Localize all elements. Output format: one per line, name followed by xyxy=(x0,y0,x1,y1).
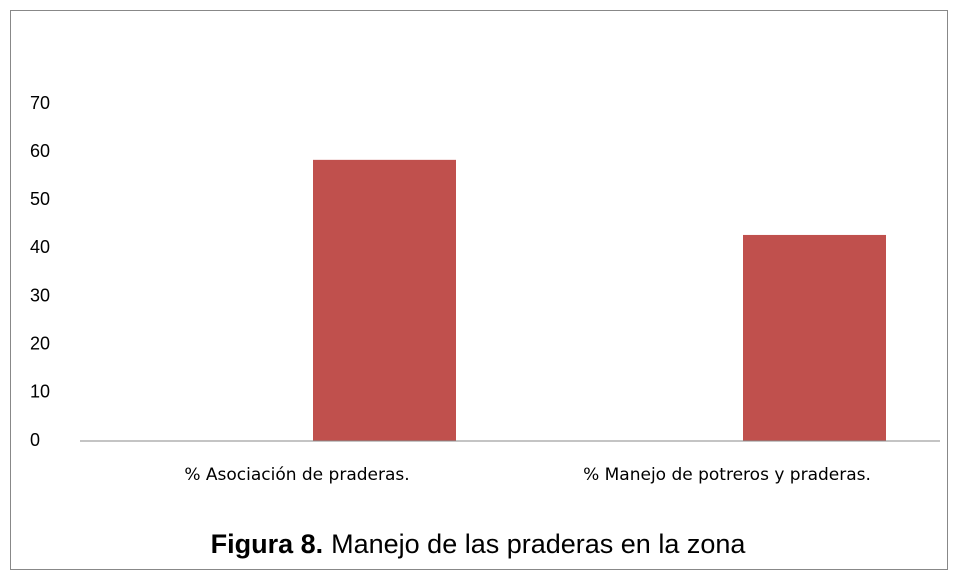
x-tick-label: % Manejo de potreros y praderas. xyxy=(583,465,871,485)
x-tick-label: % Asociación de praderas. xyxy=(184,465,409,485)
y-tick-label: 0 xyxy=(30,430,40,450)
caption: Figura 8. Manejo de las praderas en la zo… xyxy=(211,529,747,559)
bar xyxy=(313,159,456,442)
y-tick-label: 20 xyxy=(30,333,50,353)
y-tick-label: 10 xyxy=(30,382,50,402)
caption-label: Figura 8. xyxy=(211,529,324,559)
y-tick-label: 50 xyxy=(30,189,50,209)
y-tick-label: 70 xyxy=(30,93,50,113)
y-tick-label: 40 xyxy=(30,237,50,257)
y-tick-label: 30 xyxy=(30,285,50,305)
y-tick-label: 60 xyxy=(30,141,50,161)
caption-text: Manejo de las praderas en la zona xyxy=(331,529,746,559)
bar xyxy=(743,234,886,441)
